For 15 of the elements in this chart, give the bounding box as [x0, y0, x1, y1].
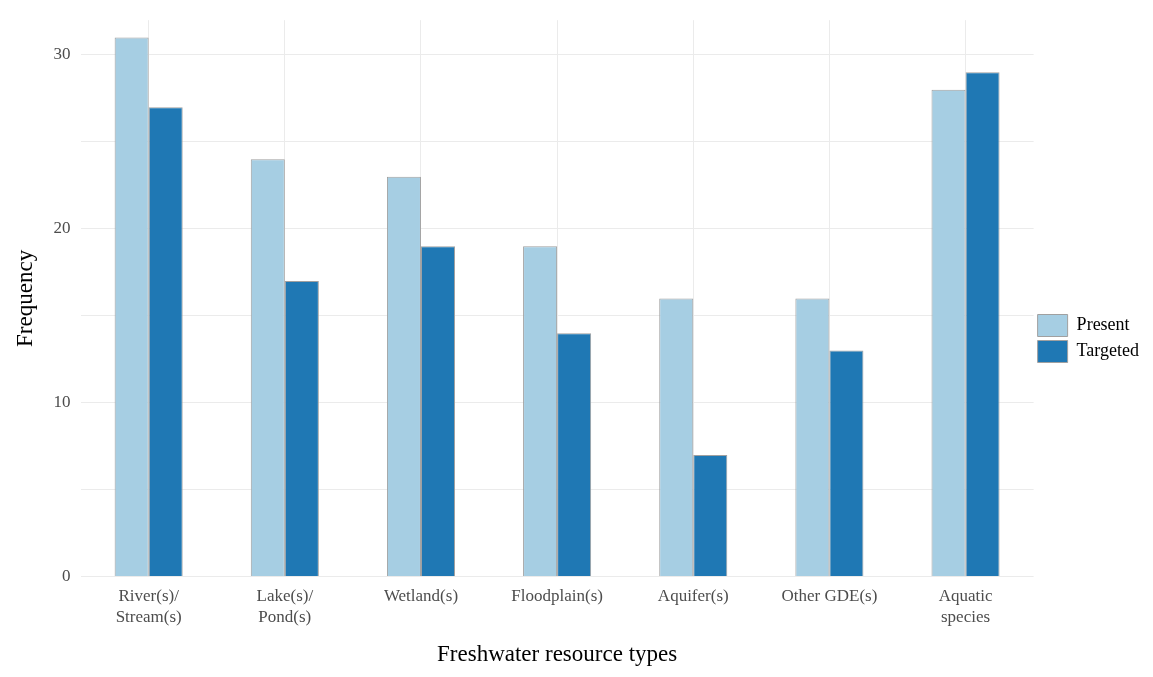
- y-tick-label: 0: [62, 566, 71, 586]
- x-tick-label: Floodplain(s): [511, 586, 603, 606]
- y-tick-label: 30: [53, 44, 71, 64]
- x-tick-label: Aquatic species: [938, 586, 993, 626]
- x-tick-label: Aquifer(s): [657, 586, 729, 606]
- x-axis-title: Freshwater resource types: [437, 641, 678, 667]
- legend-label: Present: [1076, 314, 1130, 335]
- y-tick-label: 10: [53, 392, 71, 412]
- legend-label: Targeted: [1076, 340, 1140, 361]
- x-tick-label: River(s)/ Stream(s): [115, 586, 182, 626]
- y-axis-title: Frequency: [11, 249, 37, 347]
- x-tick-label: Other GDE(s): [781, 586, 878, 606]
- y-tick-label: 20: [53, 218, 71, 238]
- x-tick-label: Wetland(s): [383, 586, 459, 606]
- x-tick-label: Lake(s)/ Pond(s): [256, 586, 314, 626]
